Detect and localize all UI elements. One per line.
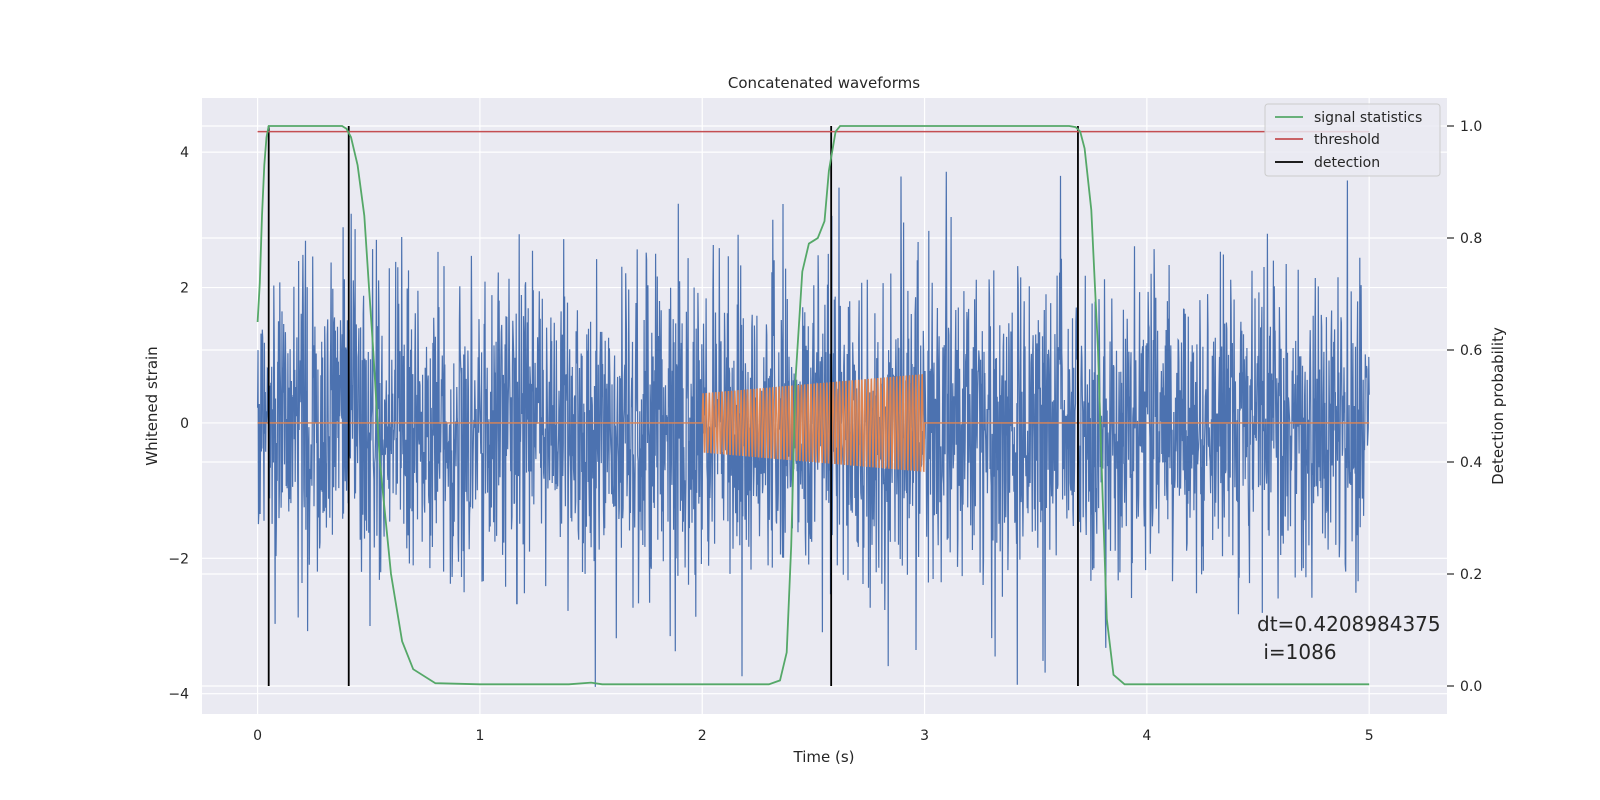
right-axis-series (256, 125, 1370, 686)
y-tick-label: 4 (180, 145, 189, 161)
x-tick-label: 5 (1365, 728, 1374, 744)
legend-label-detection: detection (1314, 155, 1380, 171)
y2-tick-label: 1.0 (1460, 119, 1482, 135)
x-tick-label: 1 (475, 728, 484, 744)
y2-tick-label: 0.6 (1460, 343, 1482, 359)
x-tick-label: 0 (253, 728, 262, 744)
y-tick-label: 2 (180, 281, 189, 297)
x-axis-label: Time (s) (793, 748, 855, 766)
y2-axis-label: Detection probability (1489, 327, 1507, 485)
chart-title: Concatenated waveforms (728, 74, 920, 92)
x-tick-label: 3 (920, 728, 929, 744)
y-tick-label: −4 (168, 687, 189, 703)
y2-tick-label: 0.2 (1460, 567, 1482, 583)
y-tick-label: −2 (168, 551, 189, 567)
legend-box (1264, 103, 1441, 177)
x-axis-ticks: 0 1 2 3 4 5 (253, 728, 1374, 744)
y-axis-label: Whitened strain (143, 346, 161, 465)
template-line (257, 373, 1370, 473)
annotation: dt=0.4208984375 i=1086 (1257, 612, 1441, 664)
legend: signal statistics threshold detection (1264, 103, 1441, 177)
y2-tick-label: 0.8 (1460, 231, 1482, 247)
annotation-dt: dt=0.4208984375 (1257, 612, 1441, 636)
legend-label-signal: signal statistics (1314, 110, 1422, 126)
y2-tick-label: 0.0 (1460, 679, 1482, 695)
y-tick-label: 0 (180, 416, 189, 432)
y-axis-ticks: −4 −2 0 2 4 (168, 145, 189, 703)
x-tick-label: 2 (698, 728, 707, 744)
x-tick-label: 4 (1142, 728, 1151, 744)
annotation-i: i=1086 (1257, 640, 1337, 664)
y2-axis-ticks: 0.0 0.2 0.4 0.6 0.8 1.0 (1447, 119, 1482, 695)
template-series (257, 373, 1370, 473)
y2-tick-label: 0.4 (1460, 455, 1482, 471)
signal-statistics-line (256, 125, 1370, 686)
legend-label-threshold: threshold (1314, 132, 1380, 148)
